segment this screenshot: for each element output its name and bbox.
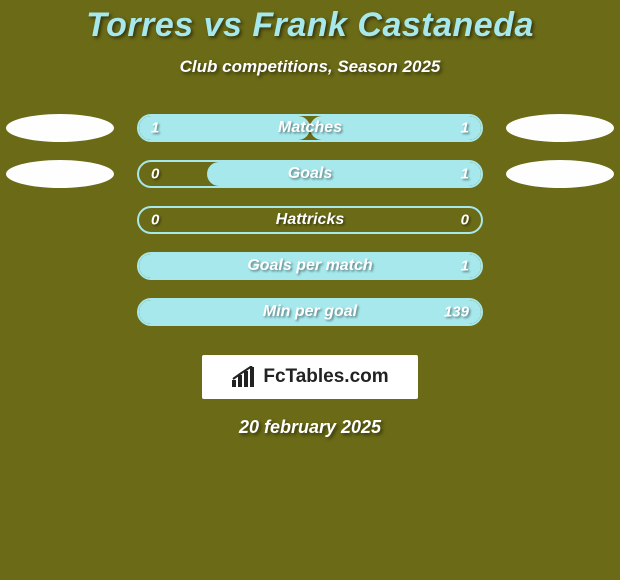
- stat-bar: Goals 0 1: [137, 160, 483, 188]
- stat-bar: Hattricks 0 0: [137, 206, 483, 234]
- player-right-ellipse: [506, 114, 614, 142]
- subtitle: Club competitions, Season 2025: [0, 57, 620, 77]
- stat-value-left: 0: [151, 166, 159, 183]
- stat-bar-fill-right: [207, 162, 481, 186]
- stat-row: Hattricks 0 0: [0, 197, 620, 243]
- player-left-ellipse: [6, 160, 114, 188]
- player-right-ellipse: [506, 160, 614, 188]
- stat-row: Matches 1 1: [0, 105, 620, 151]
- stat-name: Matches: [278, 119, 342, 137]
- stat-name: Goals: [288, 165, 332, 183]
- stat-name: Hattricks: [276, 211, 344, 229]
- stat-row: Goals 0 1: [0, 151, 620, 197]
- stat-value-right: 1: [461, 120, 469, 137]
- footer-logo: FcTables.com: [202, 355, 418, 399]
- stat-value-right: 1: [461, 258, 469, 275]
- stat-name: Goals per match: [247, 257, 372, 275]
- stat-bar: Matches 1 1: [137, 114, 483, 142]
- stat-bar: Min per goal 139: [137, 298, 483, 326]
- stat-value-right: 1: [461, 166, 469, 183]
- stat-value-left: 1: [151, 120, 159, 137]
- stat-name: Min per goal: [263, 303, 357, 321]
- player-left-ellipse: [6, 114, 114, 142]
- stat-bar: Goals per match 1: [137, 252, 483, 280]
- date-label: 20 february 2025: [0, 417, 620, 438]
- stat-value-right: 0: [461, 212, 469, 229]
- footer-logo-text: FcTables.com: [263, 366, 388, 388]
- stat-row: Goals per match 1: [0, 243, 620, 289]
- stat-value-left: 0: [151, 212, 159, 229]
- stat-row: Min per goal 139: [0, 289, 620, 335]
- stat-rows: Matches 1 1 Goals 0 1 Hattricks 0 0 Goals per mat…: [0, 105, 620, 335]
- chart-icon: [231, 366, 257, 388]
- stat-value-right: 139: [444, 304, 469, 321]
- page-title: Torres vs Frank Castaneda: [0, 0, 620, 45]
